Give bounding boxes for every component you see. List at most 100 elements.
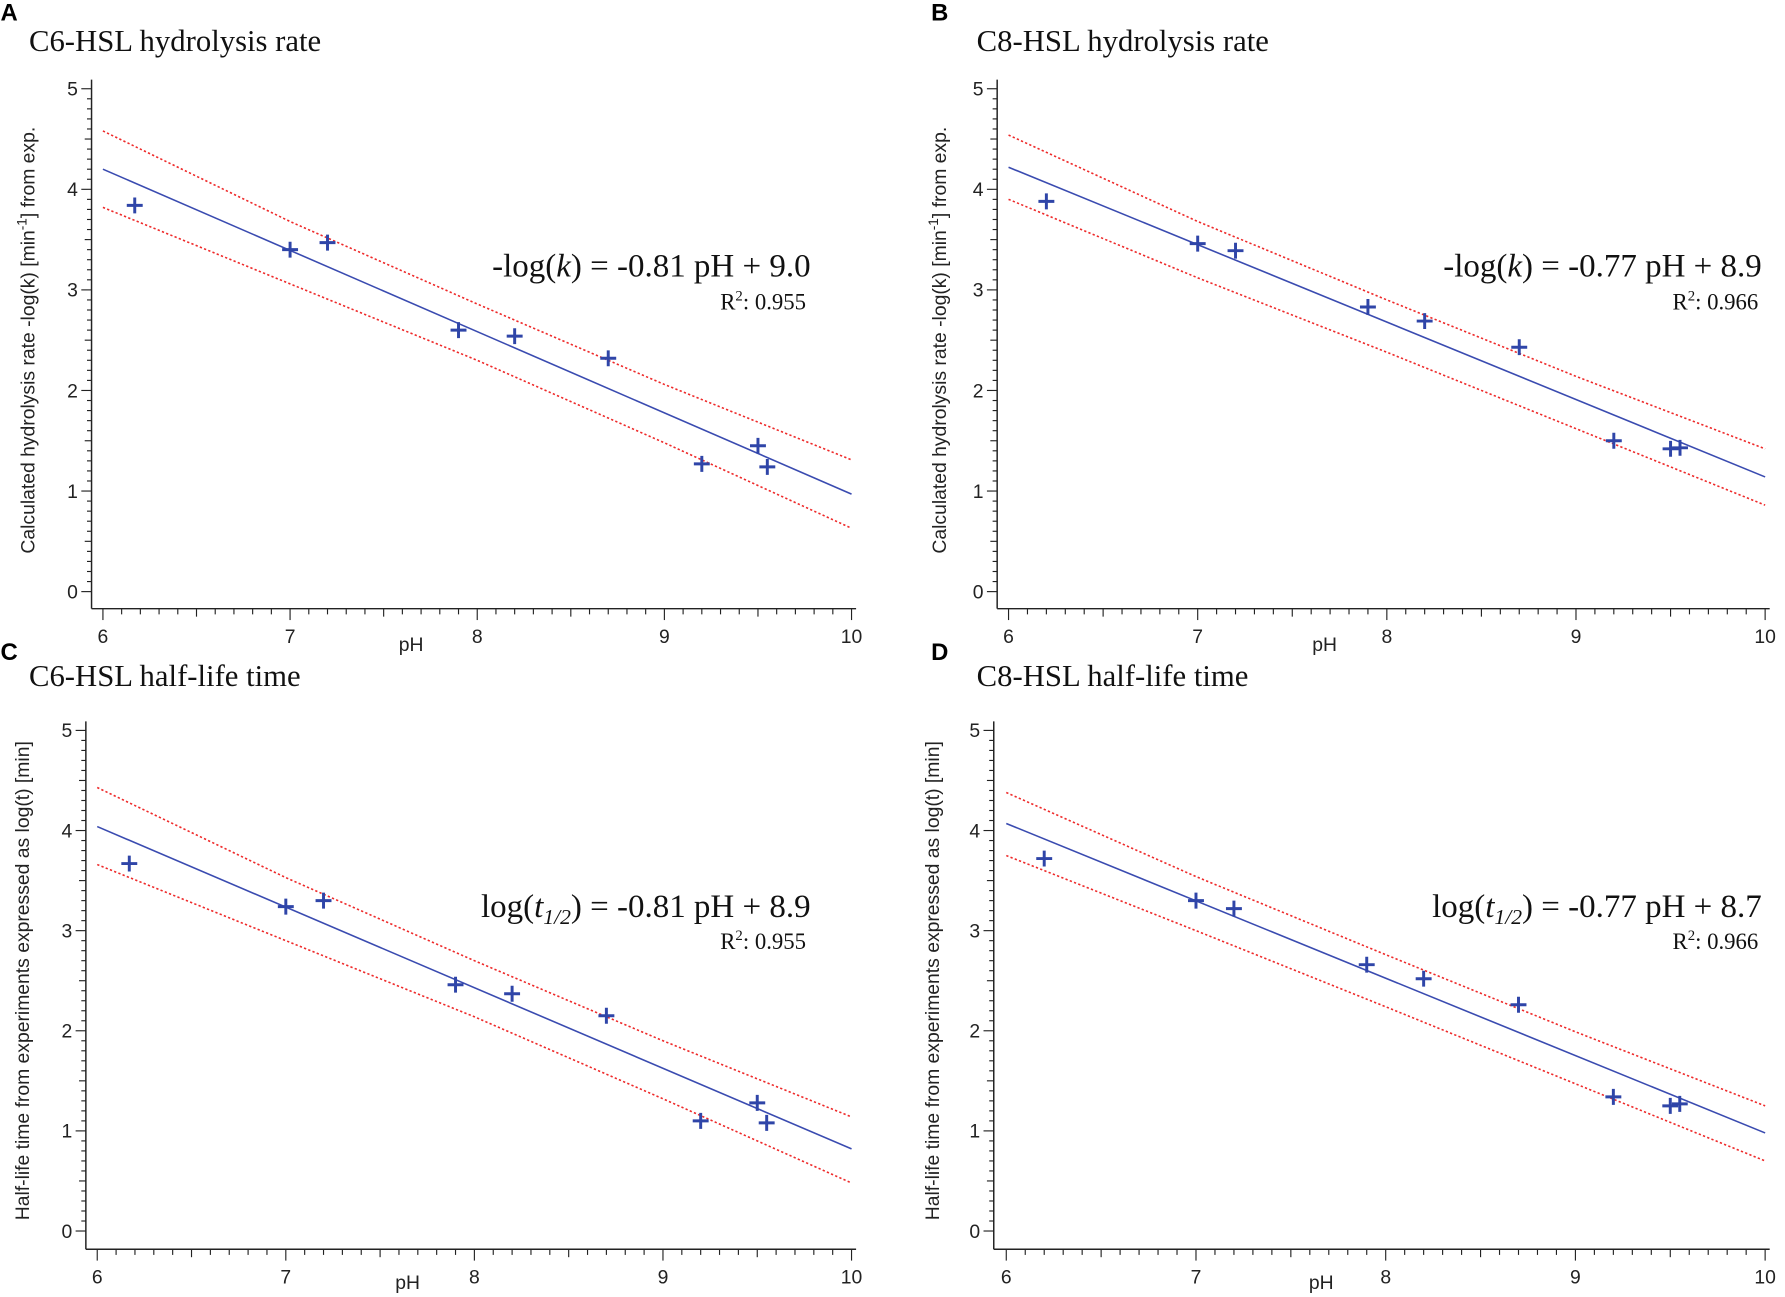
y-tick-label: 3 [973,280,984,302]
data-point [598,1007,615,1024]
panel-a: A C6-HSL hydrolysis rate 6 7 8 9 10 0 1 2 3 4 5 pH Cal… [1,0,863,656]
chart-title: C8-HSL hydrolysis rate [977,24,1269,58]
fit-line [102,168,852,495]
data-point [1189,235,1206,252]
x-tick-label: 7 [280,1266,291,1288]
data-point [759,458,776,475]
y-axis-label: Half-life time from experiments expresse… [12,741,34,1220]
y-axis-label-text: Half-life time from experiments expresse… [12,741,34,1220]
data-point [1672,439,1688,456]
confidence-band-upper [102,130,852,461]
data-point [1662,1097,1679,1114]
equation-variable: k [1507,248,1523,284]
y-tick-label: 5 [61,720,72,742]
r-squared-value: : 0.966 [1695,289,1758,314]
equation-subscript: 1/2 [543,905,571,929]
data-point [447,976,464,993]
y-tick-label: 3 [969,920,980,942]
fit-line [96,825,852,1150]
y-tick-label: 0 [973,581,984,603]
y-tick-label: 4 [67,179,78,201]
x-tick-label: 7 [1191,1266,1202,1288]
data-point [750,437,766,454]
data-point [1510,996,1527,1013]
y-tick-label: 2 [61,1021,72,1043]
r-squared-value: : 0.955 [743,929,806,954]
y-tick-label: 1 [973,481,984,503]
data-point [1359,299,1376,315]
data-point [1671,1095,1688,1112]
data-point [1605,1088,1622,1105]
y-axis-label-text: Half-life time from experiments expresse… [922,741,944,1220]
equation-variable: t [1485,889,1495,925]
y-tick-label: 2 [67,380,78,402]
data-point [600,350,617,367]
y-tick-label: 3 [67,280,78,302]
equation-prefix: log( [481,889,534,925]
r-squared-sup: 2 [735,928,742,944]
y-axis-label-text: Calculated hydrolysis rate -log(k) [min [929,230,951,553]
equation-variable: t [534,889,544,925]
y-tick-label: 5 [67,79,78,101]
x-tick-label: 6 [92,1266,103,1288]
data-point [692,1112,709,1129]
x-tick-label: 10 [1754,626,1776,648]
x-tick-label: 6 [1001,1266,1012,1288]
x-axis-label: pH [1309,1272,1334,1294]
x-tick-label: 9 [1571,626,1582,648]
y-tick-label: 0 [969,1221,980,1243]
equation-prefix: log( [1432,889,1485,925]
equation-suffix: ) = -0.77 pH + 8.9 [1522,248,1762,284]
x-tick-label: 8 [469,1266,480,1288]
x-tick-label: 7 [285,626,296,648]
r-squared-value: : 0.966 [1695,929,1758,954]
data-point [319,234,336,251]
panel-letter: D [931,639,948,666]
r-squared-label: R [1673,929,1689,954]
y-tick-label: 5 [973,79,984,101]
x-tick-label: 10 [1754,1266,1776,1288]
equation-prefix: -log( [1443,248,1507,284]
confidence-band-upper [1005,791,1766,1107]
x-tick-label: 8 [472,626,483,648]
r-squared-sup: 2 [1688,288,1695,304]
confidence-band-lower [96,863,852,1184]
data-point [282,241,299,258]
data-point [1188,892,1204,909]
panel-letter: B [931,0,948,26]
data-point [1227,242,1244,259]
y-axis-label-text-end: ] from exp. [18,127,40,218]
x-axis-label: pH [1312,634,1337,656]
data-point [315,892,332,909]
x-tick-label: 10 [841,626,863,648]
panel-d: D C8-HSL half-life time 6 7 8 9 10 0 1 2 3 4 5 pH Half… [922,639,1776,1294]
x-tick-label: 7 [1192,626,1203,648]
data-point [1605,432,1622,449]
data-point [277,898,294,915]
data-point [1415,970,1432,987]
x-tick-label: 8 [1380,1266,1391,1288]
y-tick-label: 2 [973,380,984,402]
y-axis-label-sup: -1 [15,218,30,230]
equation-suffix: ) = -0.81 pH + 8.9 [571,889,811,925]
y-axis-label-text-end: ] from exp. [929,127,951,218]
chart-title: C6-HSL hydrolysis rate [29,24,321,58]
y-tick-label: 1 [969,1121,980,1143]
chart-title: C8-HSL half-life time [977,659,1249,693]
x-axis-label: pH [399,634,424,656]
r-squared-sup: 2 [1688,928,1695,944]
confidence-band-upper [96,786,852,1118]
panel-c: C C6-HSL half-life time 6 7 8 9 10 0 1 2 3 4 5 pH Half… [1,639,863,1294]
y-tick-label: 2 [969,1021,980,1043]
fit-line [1005,822,1766,1134]
y-axis-label-sup: -1 [926,218,941,230]
fit-line [1008,166,1766,478]
y-tick-label: 0 [67,581,78,603]
r-squared: R2: 0.966 [1673,288,1759,314]
data-point [504,985,521,1002]
panel-letter: C [1,639,18,666]
equation-variable: k [556,248,572,284]
data-point [506,328,523,345]
r-squared-label: R [720,929,736,954]
data-point [450,322,467,339]
